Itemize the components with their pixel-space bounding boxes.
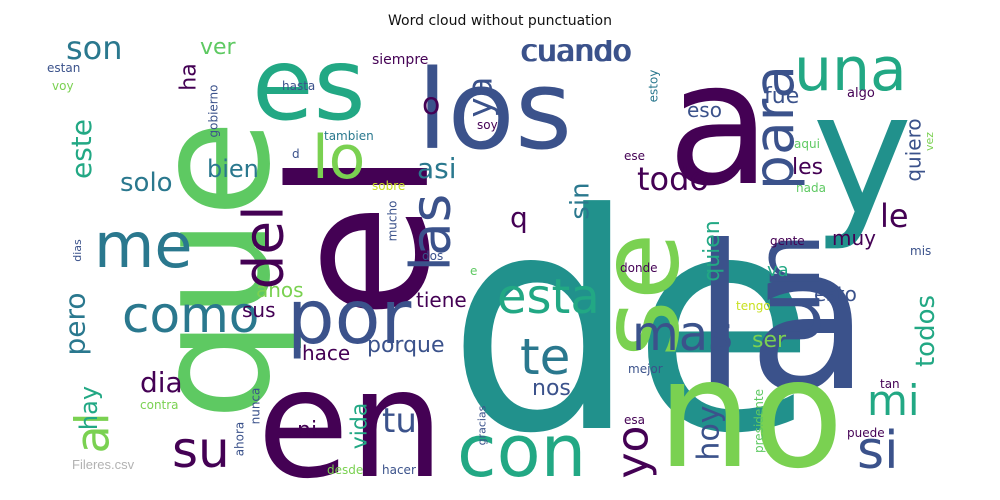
- cloud-word: sus: [242, 298, 276, 322]
- cloud-word: les: [792, 155, 824, 180]
- cloud-word: contra: [140, 398, 179, 412]
- cloud-word: yo: [607, 425, 659, 479]
- cloud-word: cuando: [522, 40, 633, 69]
- cloud-word: si: [857, 421, 899, 481]
- cloud-word: no: [657, 328, 844, 484]
- cloud-word: por: [287, 273, 412, 361]
- cloud-word: vez: [923, 131, 937, 152]
- cloud-word: nos: [532, 376, 571, 401]
- cloud-word: esta: [497, 269, 600, 325]
- cloud-word: nunca: [248, 387, 263, 425]
- cloud-word: ver: [200, 40, 236, 60]
- cloud-word: hay: [75, 385, 104, 431]
- cloud-word: es: [252, 40, 366, 143]
- cloud-word: todo: [637, 160, 710, 198]
- cloud-word: va: [767, 260, 789, 281]
- cloud-word: una: [794, 40, 907, 105]
- cloud-word: esto: [814, 282, 857, 306]
- cloud-word: gente: [770, 234, 805, 248]
- cloud-word: la: [692, 203, 871, 436]
- cloud-word: mejor: [628, 362, 663, 376]
- cloud-word: son: [66, 40, 123, 67]
- cloud-word: dia: [140, 366, 183, 399]
- cloud-word: su: [172, 421, 230, 479]
- cloud-word: este: [65, 118, 99, 180]
- cloud-word: y: [812, 56, 913, 254]
- cloud-word: d: [292, 147, 300, 161]
- cloud-word: siempre: [372, 52, 429, 68]
- cloud-word: como: [122, 286, 260, 344]
- cloud-word: mi: [867, 376, 920, 425]
- cloud-word: ni: [297, 418, 318, 443]
- cloud-word: tengo: [736, 299, 771, 313]
- cloud-word: eso: [687, 98, 722, 122]
- word-cloud: de la que en el y no los a es se un por …: [42, 40, 958, 484]
- cloud-word: los: [417, 46, 573, 174]
- cloud-word: mis: [910, 244, 932, 258]
- watermark-label: Fileres.csv: [72, 457, 135, 472]
- cloud-word: soy: [477, 118, 498, 132]
- cloud-word: ha: [176, 63, 202, 91]
- cloud-word: ahora: [232, 421, 247, 457]
- cloud-word: te: [520, 328, 571, 386]
- chart-title: Word cloud without punctuation: [388, 13, 612, 29]
- cloud-word: me: [94, 209, 193, 282]
- cloud-word: nada: [796, 181, 826, 195]
- cloud-word: ese: [624, 149, 646, 163]
- cloud-word: anos: [256, 278, 304, 302]
- cloud-word: con: [457, 409, 587, 484]
- cloud-word: en: [257, 338, 445, 484]
- cloud-word: quiero: [901, 118, 926, 182]
- cloud-word: mucho: [385, 200, 400, 242]
- cloud-word: hacer: [382, 463, 416, 477]
- cloud-word: fue: [764, 84, 800, 109]
- cloud-word: hoy: [691, 405, 727, 461]
- cloud-word: sobre: [372, 179, 406, 193]
- cloud-word: le: [880, 197, 909, 235]
- cloud-word: aqui: [794, 137, 820, 151]
- cloud-word: de: [447, 150, 816, 484]
- cloud-word: tiene: [416, 288, 467, 312]
- cloud-word: hasta: [282, 79, 316, 93]
- cloud-word: muy: [832, 226, 876, 250]
- cloud-word: donde: [620, 261, 658, 275]
- cloud-word: asi: [417, 152, 457, 185]
- cloud-word: e: [470, 264, 478, 278]
- cloud-word: voy: [52, 79, 74, 93]
- cloud-word: hace: [302, 341, 351, 365]
- cloud-word: dos: [422, 249, 444, 263]
- cloud-word: o: [422, 87, 441, 122]
- cloud-word: dias: [70, 239, 84, 262]
- cloud-word: del: [231, 205, 296, 290]
- cloud-word: estan: [47, 61, 81, 75]
- cloud-word: q: [510, 201, 528, 234]
- cloud-word: gobierno: [206, 84, 221, 138]
- cloud-word: desde: [327, 463, 364, 477]
- cloud-word: tu: [382, 401, 417, 441]
- cloud-word: presidente: [751, 389, 766, 453]
- cloud-word: todos: [911, 294, 942, 368]
- cloud-word: algo: [847, 86, 875, 101]
- cloud-word: tan: [880, 377, 900, 391]
- cloud-word: solo: [120, 168, 173, 198]
- cloud-word: cuando: [520, 40, 631, 69]
- cloud-word: bien: [207, 155, 259, 183]
- cloud-word: ser: [752, 328, 787, 353]
- cloud-word: mas: [632, 306, 734, 362]
- cloud-word: porque: [367, 333, 445, 358]
- cloud-word: sin: [565, 182, 596, 220]
- cloud-word: esa: [624, 413, 645, 427]
- cloud-word: quien: [699, 220, 725, 282]
- cloud-word: tambien: [324, 129, 374, 143]
- cloud-word: estoy: [646, 69, 661, 103]
- cloud-word: a: [667, 40, 772, 224]
- cloud-word: gracias: [475, 405, 489, 446]
- cloud-word: vida: [347, 402, 373, 450]
- cloud-word: lo: [312, 123, 366, 193]
- cloud-word: puede: [847, 426, 885, 440]
- cloud-word: pero: [58, 292, 92, 356]
- cloud-word: ya: [460, 76, 501, 118]
